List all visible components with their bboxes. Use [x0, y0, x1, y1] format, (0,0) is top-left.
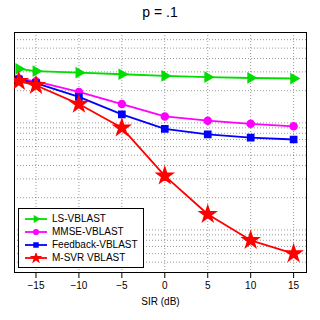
svg-text:0: 0	[162, 280, 168, 291]
html-text:M-SVR VBLAST: M-SVR VBLAST	[52, 252, 126, 263]
svg-text:10: 10	[245, 280, 257, 291]
html-text:Feedback-VBLAST: Feedback-VBLAST	[52, 239, 138, 250]
svg-text:5: 5	[205, 280, 211, 291]
svg-text:−5: −5	[116, 280, 128, 291]
svg-text:−15: −15	[27, 280, 44, 291]
svg-text:15: 15	[288, 280, 300, 291]
svg-text:−10: −10	[70, 280, 87, 291]
html-text:p = .1: p = .1	[142, 4, 178, 20]
svg-text:SIR (dB): SIR (dB)	[141, 296, 179, 307]
html-text:LS-VBLAST: LS-VBLAST	[52, 213, 106, 224]
html-text:MMSE-VBLAST: MMSE-VBLAST	[52, 226, 124, 237]
